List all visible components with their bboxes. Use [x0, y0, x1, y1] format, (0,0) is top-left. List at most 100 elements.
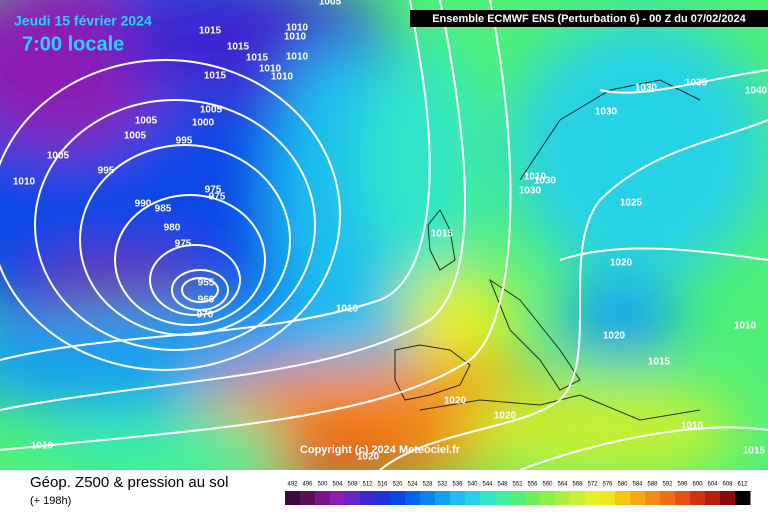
- isobar-label: 1005: [200, 105, 223, 116]
- legend-label: 600: [692, 482, 703, 488]
- isobars: [0, 0, 768, 470]
- isobar-label: 995: [98, 166, 115, 177]
- isobar-label: 1010: [13, 177, 36, 188]
- isobar-label: 1030: [519, 186, 542, 197]
- isobar-label: 1030: [534, 176, 557, 187]
- legend-swatch: [480, 491, 496, 505]
- isobar-label: 975: [209, 192, 226, 203]
- isobar-label: 975: [175, 239, 192, 250]
- legend-swatch: [300, 491, 316, 505]
- legend-swatch: [405, 491, 421, 505]
- isobar-label: 970: [197, 310, 214, 321]
- run-info: Ensemble ECMWF ENS (Perturbation 6) - 00…: [432, 13, 746, 25]
- legend-label: 532: [437, 482, 448, 488]
- isobar-label: 1030: [595, 107, 618, 118]
- legend-swatch: [435, 491, 451, 505]
- legend-swatch: [735, 491, 751, 505]
- isobar-label: 1030: [635, 83, 658, 94]
- legend-swatch: [315, 491, 331, 505]
- legend-swatch: [600, 491, 616, 505]
- legend-label: 596: [677, 482, 688, 488]
- legend-label: 508: [347, 482, 358, 488]
- legend-label: 512: [362, 482, 373, 488]
- isobar-label: 1010: [681, 421, 704, 432]
- isobar-label: 1020: [357, 452, 380, 463]
- isobar-label: 955: [198, 278, 215, 289]
- isobar-label: 1010: [271, 72, 294, 83]
- legend-label: 560: [542, 482, 553, 488]
- isobar-label: 1010: [524, 172, 547, 183]
- isobar-label: 1015: [204, 71, 227, 82]
- legend-swatch: [525, 491, 541, 505]
- legend-label: 604: [707, 482, 718, 488]
- footer-title: Géop. Z500 & pression au sol: [30, 474, 228, 491]
- legend-label: 500: [317, 482, 328, 488]
- legend-swatch: [420, 491, 436, 505]
- isobar-label: 1015: [246, 53, 269, 64]
- legend-label: 520: [392, 482, 403, 488]
- isobar-label: 1010: [336, 304, 359, 315]
- isobar-label: 1005: [124, 131, 147, 142]
- isobar-label: 1010: [259, 64, 282, 75]
- legend-label: 536: [452, 482, 463, 488]
- isobar-label: 1010: [31, 441, 54, 452]
- isobar-label: 995: [176, 136, 193, 147]
- isobar-label: 1040: [745, 86, 768, 97]
- isobar-label: 1005: [319, 0, 342, 8]
- copyright: Copyright (c) 2024 Meteociel.fr: [300, 444, 461, 456]
- isobar-label: 1015: [648, 357, 671, 368]
- legend-swatch: [705, 491, 721, 505]
- legend-swatch: [660, 491, 676, 505]
- legend-swatch: [465, 491, 481, 505]
- legend-swatch: [720, 491, 736, 505]
- legend-swatch: [345, 491, 361, 505]
- legend-label: 516: [377, 482, 388, 488]
- isobar-label: 1035: [685, 78, 708, 89]
- footer-lead: (+ 198h): [30, 495, 71, 507]
- isobar-label: 960: [198, 295, 215, 306]
- legend-label: 524: [407, 482, 418, 488]
- legend-label: 580: [617, 482, 628, 488]
- isobar-label: 1005: [135, 116, 158, 127]
- run-banner: [410, 10, 768, 27]
- isobar-label: 1015: [199, 26, 222, 37]
- legend-swatch: [510, 491, 526, 505]
- legend-label: 564: [557, 482, 568, 488]
- legend-label: 592: [662, 482, 673, 488]
- legend-swatch: [375, 491, 391, 505]
- isobar-label: 1020: [444, 396, 467, 407]
- isobar-label: 1015: [227, 42, 250, 53]
- isobar-label: 1015: [431, 229, 454, 240]
- isobar-label: 1010: [286, 52, 309, 63]
- legend-swatch: [585, 491, 601, 505]
- legend-swatch: [390, 491, 406, 505]
- isobar-label: 975: [205, 185, 222, 196]
- legend-swatch: [675, 491, 691, 505]
- isobar-label: 1020: [610, 258, 633, 269]
- isobar-label: 1010: [286, 23, 309, 34]
- isobar-label: 1015: [743, 446, 766, 457]
- legend-label: 528: [422, 482, 433, 488]
- legend-swatch: [360, 491, 376, 505]
- isobar-label: 1000: [192, 118, 215, 129]
- isobar-label: 980: [164, 223, 181, 234]
- legend-label: 584: [632, 482, 643, 488]
- legend-label: 572: [587, 482, 598, 488]
- legend-label: 504: [332, 482, 343, 488]
- legend-swatch: [285, 491, 301, 505]
- legend-swatch: [555, 491, 571, 505]
- forecast-time: 7:00 locale: [22, 33, 124, 55]
- isobar-label: 990: [135, 199, 152, 210]
- legend-swatch: [495, 491, 511, 505]
- isobar-label: 1010: [734, 321, 757, 332]
- legend-label: 540: [467, 482, 478, 488]
- field: [0, 0, 768, 470]
- legend-swatch: [630, 491, 646, 505]
- legend-label: 492: [287, 482, 298, 488]
- isobar-label: 1025: [620, 198, 643, 209]
- legend-label: 576: [602, 482, 613, 488]
- isobar-label: 1010: [284, 32, 307, 43]
- isobar-label: 1020: [603, 331, 626, 342]
- legend-label: 608: [722, 482, 733, 488]
- legend-swatch: [570, 491, 586, 505]
